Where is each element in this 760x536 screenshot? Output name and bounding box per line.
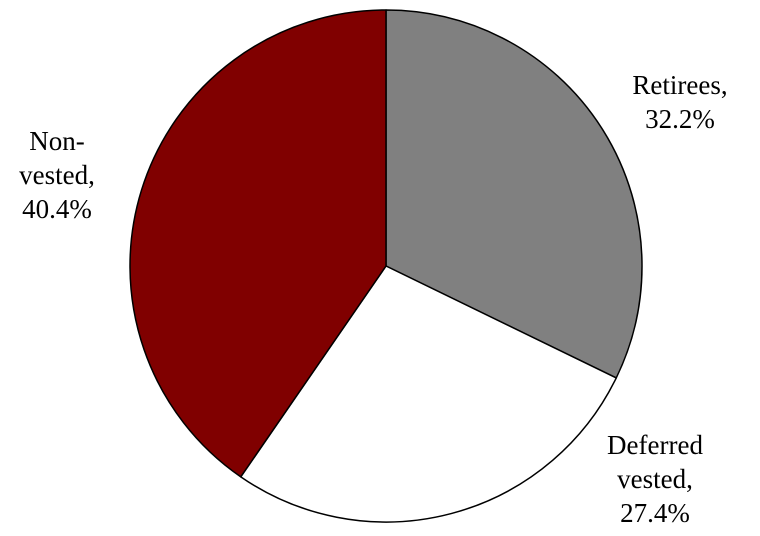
label-non-vested-line-3: 40.4% <box>22 194 92 224</box>
label-non-vested: Non- vested, 40.4% <box>2 124 112 226</box>
pie-slice-non-vested <box>129 9 387 478</box>
label-deferred-vested-line-1: Deferred <box>607 430 703 460</box>
label-retirees: Retirees, 32.2% <box>620 68 740 136</box>
label-deferred-vested-line-2: vested, <box>617 464 693 494</box>
label-non-vested-line-2: vested, <box>19 160 95 190</box>
label-non-vested-line-1: Non- <box>29 126 85 156</box>
pie-slice-retirees <box>385 9 643 379</box>
label-retirees-line-2: 32.2% <box>645 104 715 134</box>
label-retirees-line-1: Retirees, <box>632 70 728 100</box>
label-deferred-vested: Deferred vested, 27.4% <box>590 428 720 530</box>
pie-slice-deferred-vested <box>240 265 617 523</box>
label-deferred-vested-line-3: 27.4% <box>620 498 690 528</box>
